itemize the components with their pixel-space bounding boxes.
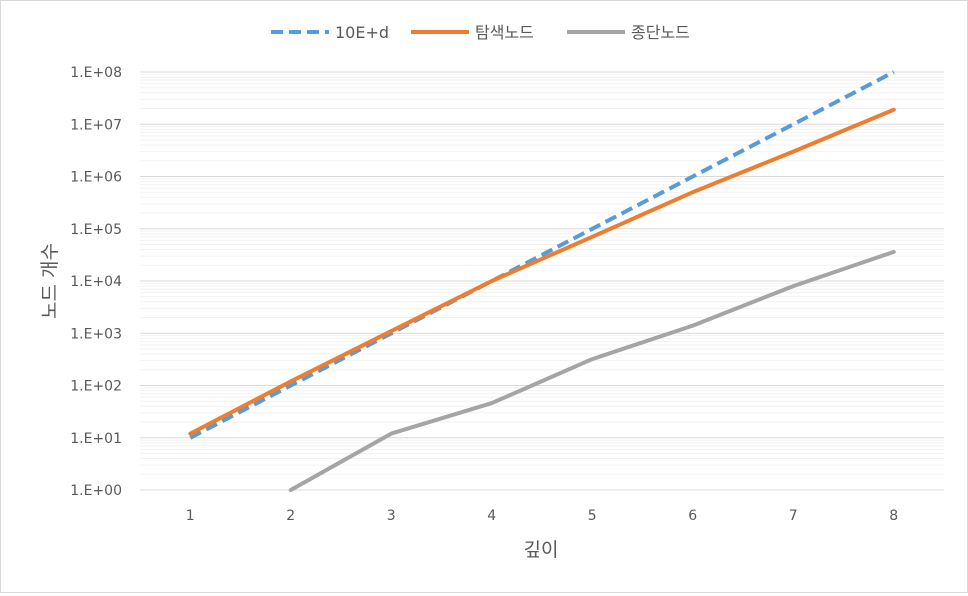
- y-tick-label: 1.E+04: [70, 274, 122, 290]
- series-lines: [188, 70, 896, 492]
- y-tick-label: 1.E+02: [70, 379, 122, 395]
- legend-label: 탐색노드: [475, 23, 534, 42]
- y-tick-label: 1.E+01: [70, 431, 122, 447]
- y-tick-label: 1.E+06: [70, 170, 122, 186]
- series-line-2: [188, 107, 896, 436]
- series-line-1: [189, 70, 895, 440]
- y-axis-title: 노드 개수: [39, 243, 61, 319]
- legend-label: 10E+d: [335, 23, 389, 42]
- series-line-3: [288, 249, 896, 492]
- x-tick-label: 4: [487, 508, 496, 524]
- x-tick-label: 8: [889, 508, 898, 524]
- major-gridlines: [140, 71, 944, 439]
- legend: 10E+d 탐색노드 종단노드: [271, 23, 690, 42]
- x-tick-label: 6: [688, 508, 697, 524]
- y-tick-label: 1.E+00: [70, 483, 122, 499]
- legend-label: 종단노드: [631, 23, 690, 42]
- x-tick-label: 5: [588, 508, 597, 524]
- y-tick-label: 1.E+05: [70, 222, 122, 238]
- x-tick-label: 7: [789, 508, 798, 524]
- y-axis-tick-labels: 1.E+00 1.E+01 1.E+02 1.E+03 1.E+04 1.E+05 1.E+…: [70, 65, 122, 499]
- x-tick-label: 1: [186, 508, 195, 524]
- x-axis-tick-labels: 1 2 3 4 5 6 7 8: [186, 508, 898, 524]
- y-tick-label: 1.E+08: [70, 65, 122, 81]
- y-tick-label: 1.E+03: [70, 326, 122, 342]
- y-tick-label: 1.E+07: [70, 117, 122, 133]
- x-axis-title: 깊이: [524, 539, 559, 561]
- x-tick-label: 2: [286, 508, 295, 524]
- x-tick-label: 3: [387, 508, 396, 524]
- minor-gridlines: [140, 73, 944, 475]
